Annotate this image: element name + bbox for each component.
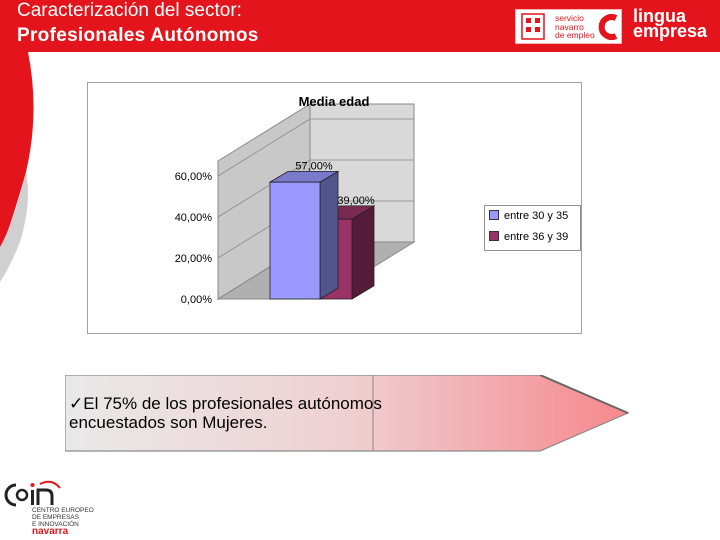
y-tick-label: 60,00% xyxy=(175,171,213,183)
cein-mark-icon xyxy=(4,480,61,507)
sne-line-1: servicio xyxy=(555,13,584,23)
callout-line-2: encuestados son Mujeres. xyxy=(69,413,268,432)
chart-title: Media edad xyxy=(299,94,370,109)
cein-line-3: E INNOVACIÓN xyxy=(32,521,79,528)
legend-item-2: entre 36 y 39 xyxy=(489,231,568,243)
sne-logo-text: servicio navarro de empleo xyxy=(555,14,595,40)
bar-front xyxy=(269,181,321,300)
lingua-line-2: empresa xyxy=(633,21,708,41)
bar-side xyxy=(351,205,375,300)
legend-item-1: entre 30 y 35 xyxy=(489,210,568,222)
y-tick-label: 0,00% xyxy=(181,294,212,306)
legend-label-2: entre 36 y 39 xyxy=(504,231,569,243)
sne-logo: servicio navarro de empleo xyxy=(515,9,622,44)
lingua-line-1: lingua xyxy=(633,6,686,26)
c-mark-icon xyxy=(598,14,618,40)
title-line-1: Caracterización del sector: xyxy=(17,0,242,21)
shield-icon xyxy=(521,13,545,40)
gridline xyxy=(217,159,414,218)
legend-swatch-2 xyxy=(489,231,499,241)
gridline xyxy=(217,118,414,177)
data-label: 39,00% xyxy=(337,195,375,207)
callout-line-1-text: El 75% de los profesionales autónomos xyxy=(83,394,382,413)
lingua-empresa-logo: lingua empresa xyxy=(633,6,708,41)
checkmark-icon: ✓ xyxy=(69,394,84,413)
bar-side xyxy=(319,170,339,300)
callout-arrow xyxy=(65,375,630,452)
cein-line-1: CENTRO EUROPEO xyxy=(32,507,94,514)
cein-logo: CENTRO EUROPEO DE EMPRESAS E INNOVACIÓN … xyxy=(0,478,100,540)
sne-line-3: de empleo xyxy=(555,30,595,40)
slide-title: Caracterización del sector: Profesionale… xyxy=(17,0,259,48)
callout-text: ✓El 75% de los profesionales autónomos e… xyxy=(69,394,449,432)
legend-label-1: entre 30 y 35 xyxy=(504,210,569,222)
y-tick-label: 40,00% xyxy=(175,212,213,224)
title-line-2: Profesionales Autónomos xyxy=(17,25,259,46)
legend-swatch-1 xyxy=(489,210,499,220)
callout-line-1: ✓El 75% de los profesionales autónomos xyxy=(69,394,449,413)
y-tick-label: 20,00% xyxy=(175,253,213,265)
data-label: 57,00% xyxy=(295,160,333,172)
sne-line-2: navarro xyxy=(555,21,584,32)
cein-region: navarra xyxy=(32,526,69,537)
decorative-swoosh xyxy=(0,52,34,282)
chart-legend: entre 30 y 35 entre 36 y 39 xyxy=(484,205,581,251)
cein-line-2: DE EMPRESAS xyxy=(32,514,79,521)
